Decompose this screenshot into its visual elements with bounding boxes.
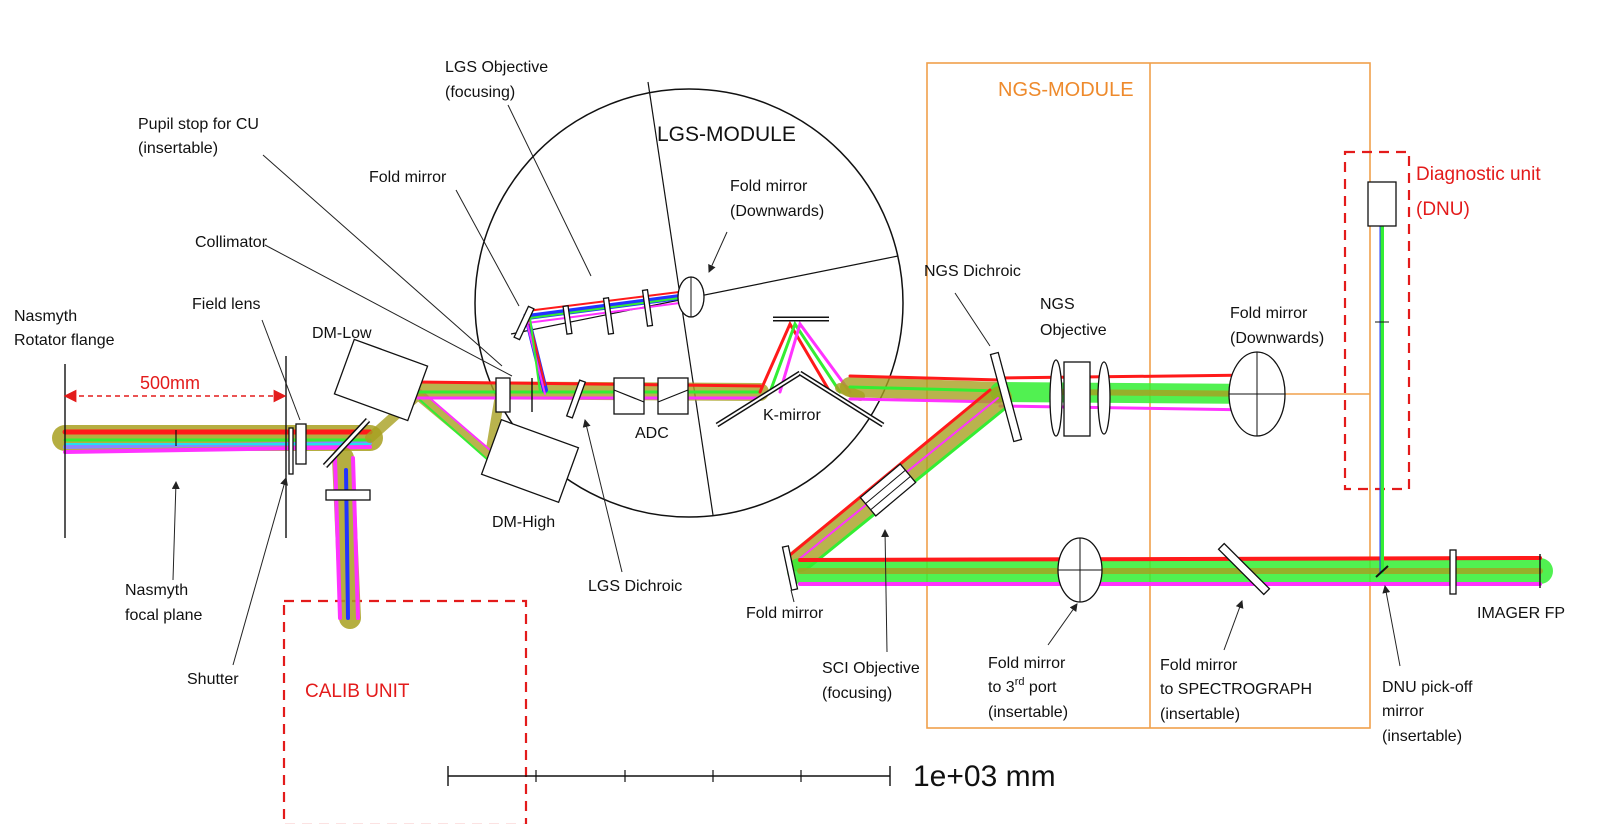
lgs-objective-lens — [562, 304, 573, 335]
leader-lines — [171, 104, 1401, 667]
optical-components — [64, 181, 1541, 603]
k-mirror — [715, 316, 885, 428]
ngs-dichroic-label: NGS Dichroic — [924, 263, 1021, 280]
dim-500-label: 500mm — [140, 373, 200, 393]
dm-low — [333, 338, 429, 422]
pupil-stop-label-2: (insertable) — [138, 140, 218, 157]
lgs-objective-label-1: LGS Objective — [445, 59, 548, 76]
dnu-pickoff-label-1: DNU pick-off — [1382, 679, 1473, 696]
fold-mirror-down-ngs-label-1: Fold mirror — [1230, 305, 1308, 322]
fold-mirror-sci-label: Fold mirror — [746, 605, 824, 622]
imager-fp-lens — [1449, 549, 1457, 595]
field-lens-label: Field lens — [192, 296, 260, 313]
field-lens — [295, 423, 307, 465]
diagnostic-unit-label-2: (DNU) — [1416, 199, 1470, 220]
diagnostic-unit-label-1: Diagnostic unit — [1416, 164, 1541, 185]
sci-objective-label-2: (focusing) — [822, 685, 892, 702]
dnu-camera — [1367, 181, 1397, 227]
k-mirror-label: K-mirror — [763, 407, 821, 424]
fold-spectro-label-1: Fold mirror — [1160, 657, 1238, 674]
lgs-fold-mirror — [513, 305, 535, 341]
sci-objective-label-1: SCI Objective — [822, 660, 920, 677]
ngs-module-label: NGS-MODULE — [998, 79, 1134, 101]
dnu-pickoff-mirror — [1375, 565, 1389, 578]
shutter-label: Shutter — [187, 671, 239, 688]
sci-objective — [859, 463, 917, 517]
dnu-pickoff-label-3: (insertable) — [1382, 728, 1462, 745]
imager-fp-label: IMAGER FP — [1477, 605, 1565, 622]
fold-3rd-port-label-1: Fold mirror — [988, 655, 1066, 672]
fold-mirror-spectrograph — [1217, 542, 1271, 596]
calib-lens — [325, 489, 371, 501]
nasmyth-rotator-label-2: Rotator flange — [14, 332, 115, 349]
labels: Nasmyth Rotator flange Field lens DM-Low… — [14, 59, 1565, 745]
dnu-box — [1343, 150, 1411, 491]
collimator-label: Collimator — [195, 234, 268, 251]
ngs-objective — [1049, 359, 1111, 437]
nasmyth-focal-label-1: Nasmyth — [125, 582, 188, 599]
collimator — [495, 377, 511, 413]
lgs-dichroic-label: LGS Dichroic — [588, 578, 682, 595]
dm-high-label: DM-High — [492, 514, 555, 531]
calib-unit-box — [282, 599, 528, 824]
adc — [613, 377, 689, 415]
ngs-objective-label-1: NGS — [1040, 296, 1075, 313]
ngs-dichroic — [989, 351, 1023, 443]
nasmyth-focal-label-2: focal plane — [125, 607, 202, 624]
dm-low-label: DM-Low — [312, 325, 372, 342]
dnu-pickoff-label-2: mirror — [1382, 703, 1424, 720]
fold-3rd-port-label-2: to 3rd port — [988, 676, 1057, 696]
scale-bar-label: 1e+03 mm — [913, 760, 1056, 793]
scale-bar: 1e+03 mm — [447, 760, 1056, 793]
fold-mirror-down-lgs-label-2: (Downwards) — [730, 203, 824, 220]
fold-mirror-down-ngs-label-2: (Downwards) — [1230, 330, 1324, 347]
lgs-module-circle — [474, 88, 904, 518]
lgs-dichroic — [565, 379, 587, 419]
adc-label: ADC — [635, 425, 669, 442]
fold-3rd-port-label-3: (insertable) — [988, 704, 1068, 721]
dm-high — [480, 418, 580, 504]
pupil-stop-label-1: Pupil stop for CU — [138, 116, 259, 133]
fold-mirror-down-lgs-label-1: Fold mirror — [730, 178, 808, 195]
nasmyth-rotator-label-1: Nasmyth — [14, 308, 77, 325]
lgs-objective-label-2: (focusing) — [445, 84, 515, 101]
calib-unit-label: CALIB UNIT — [305, 681, 410, 702]
fold-spectro-label-2: to SPECTROGRAPH — [1160, 681, 1312, 698]
lgs-module-label: LGS-MODULE — [657, 123, 796, 146]
sci-fold-mirror — [781, 545, 799, 591]
fold-spectro-label-3: (insertable) — [1160, 706, 1240, 723]
ngs-objective-label-2: Objective — [1040, 322, 1107, 339]
fold-mirror-lgs-label: Fold mirror — [369, 169, 447, 186]
